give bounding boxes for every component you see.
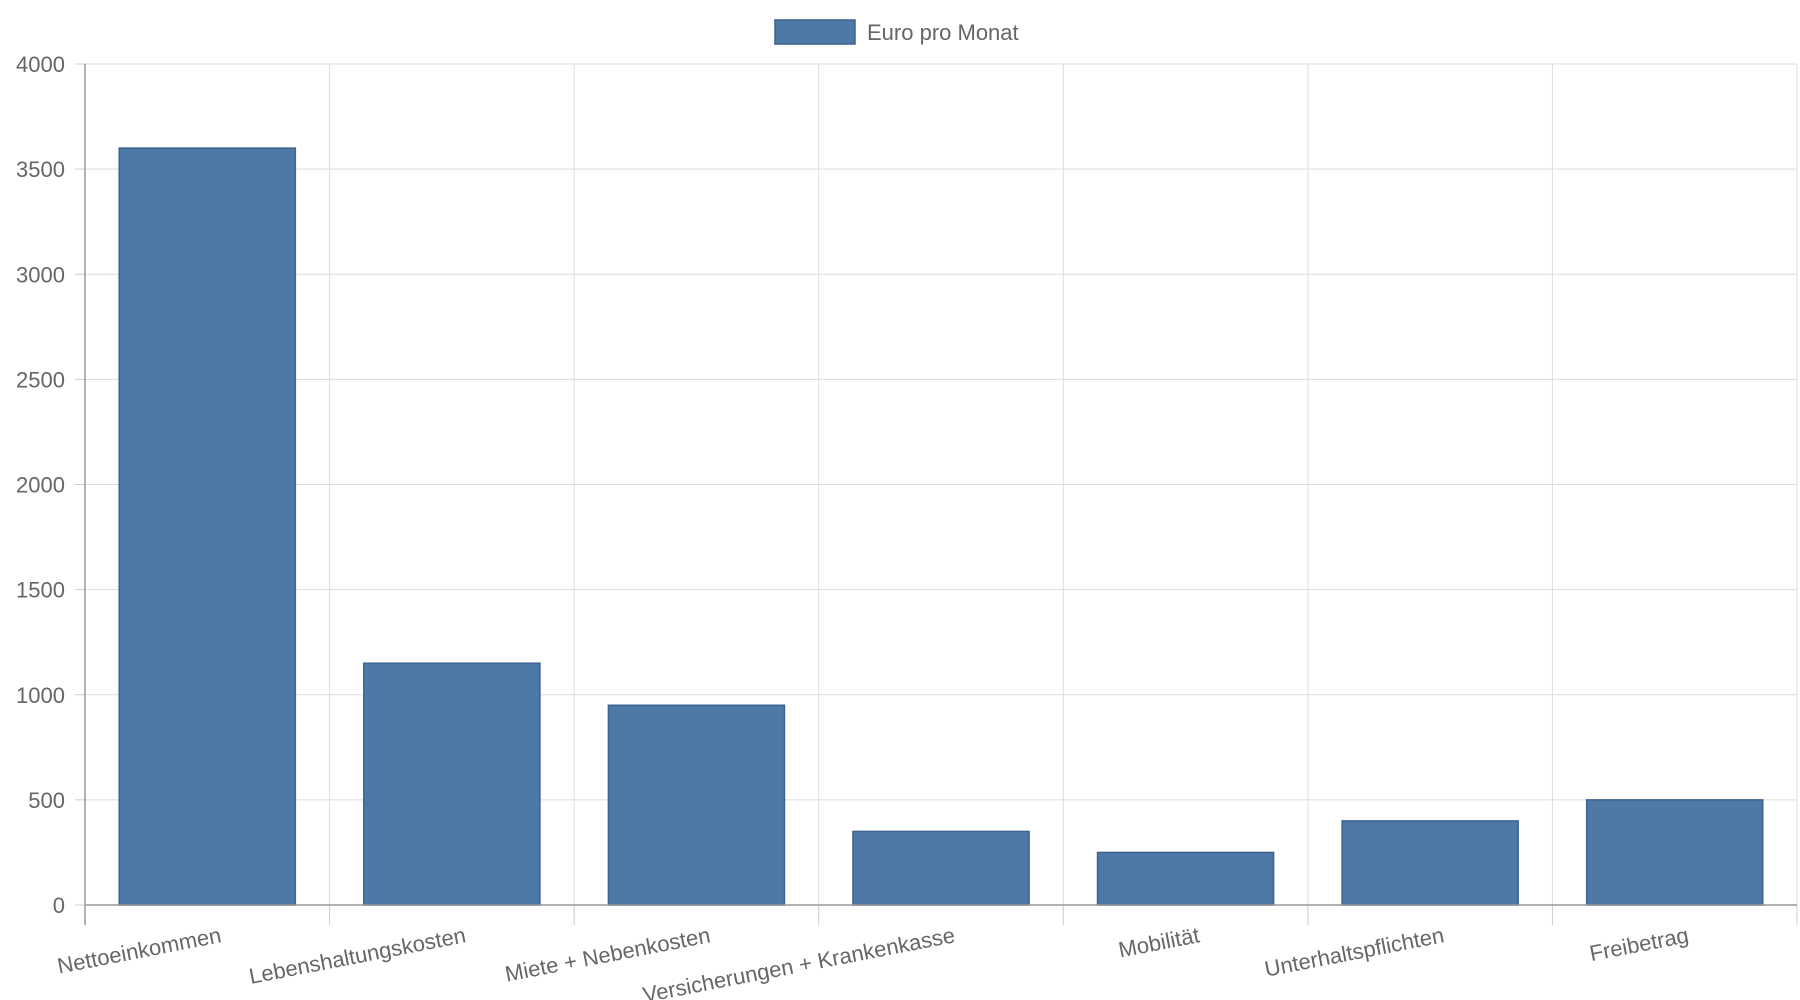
bar[interactable] — [852, 830, 1030, 906]
bar[interactable] — [1096, 851, 1275, 906]
bar[interactable] — [118, 147, 297, 906]
bar[interactable] — [363, 662, 541, 906]
x-tick-label: Lebenshaltungskosten — [247, 922, 468, 989]
y-tick-label: 4000 — [16, 52, 65, 77]
y-tick-labels: 0 500 1000 1500 2000 2500 3000 3500 4000 — [16, 52, 65, 918]
legend[interactable]: Euro pro Monat — [774, 19, 1019, 45]
y-tick-label: 3000 — [16, 262, 65, 287]
x-tick-label: Mobilität — [1116, 922, 1201, 962]
y-tick-label: 500 — [28, 788, 65, 813]
x-tick-label: Nettoeinkommen — [55, 922, 223, 978]
y-tick-label: 0 — [53, 893, 65, 918]
y-tick-label: 3500 — [16, 157, 65, 182]
bar[interactable] — [1585, 799, 1764, 906]
bars — [118, 147, 1764, 906]
axes — [84, 64, 1797, 925]
y-tick-label: 2000 — [16, 473, 65, 498]
y-tick-label: 2500 — [16, 367, 65, 392]
grid-lines — [75, 63, 1798, 925]
bar[interactable] — [607, 704, 786, 906]
x-tick-labels: Nettoeinkommen Lebenshaltungskosten Miete … — [55, 922, 1690, 1000]
y-tick-label: 1500 — [16, 578, 65, 603]
x-tick-label: Unterhaltspflichten — [1262, 922, 1446, 981]
y-tick-label: 1000 — [16, 683, 65, 708]
bar[interactable] — [1341, 820, 1519, 906]
legend-swatch[interactable] — [774, 19, 856, 45]
legend-label[interactable]: Euro pro Monat — [867, 20, 1019, 45]
x-tick-label: Freibetrag — [1587, 922, 1690, 966]
